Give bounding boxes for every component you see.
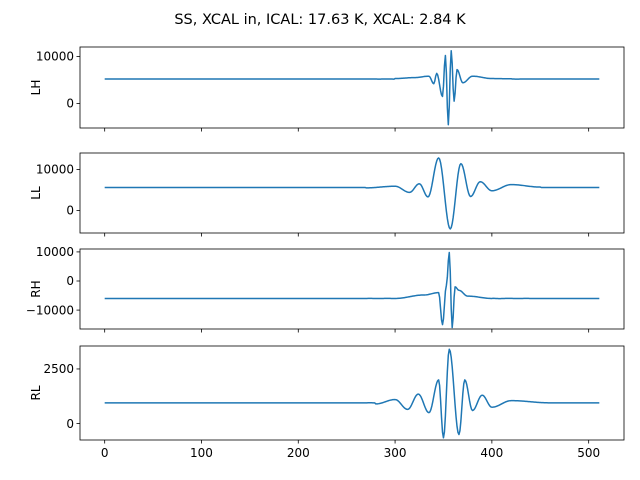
x-tick-label: 100: [190, 446, 213, 460]
x-tick-label: 500: [577, 446, 600, 460]
y-tick-label: 2500: [43, 362, 74, 376]
y-axis-label: LL: [29, 186, 43, 200]
x-tick-label: 0: [101, 446, 109, 460]
y-tick-label: 0: [66, 274, 74, 288]
axes-frame: [79, 345, 625, 441]
y-tick-label: 10000: [36, 50, 74, 64]
y-tick-label: 0: [66, 417, 74, 431]
figure-title: SS, XCAL in, ICAL: 17.63 K, XCAL: 2.84 K: [174, 12, 466, 28]
series-line-rl: [104, 348, 600, 439]
subplot-rh: −10000 0 10000 RH: [26, 245, 625, 333]
x-tick-label: 200: [287, 446, 310, 460]
y-axis-label: LH: [29, 80, 43, 96]
y-tick-label: 10000: [36, 245, 74, 259]
x-tick-label: 300: [384, 446, 407, 460]
axes-frame: [79, 248, 625, 330]
series-line-rh: [104, 251, 600, 329]
subplot-ll: 0 10000 LL: [29, 152, 625, 237]
subplot-lh: 0 10000 LH: [29, 46, 625, 132]
subplot-rl: 0 2500 0 100 200 300 400 500 RL: [29, 345, 625, 460]
y-tick-label: 10000: [36, 163, 74, 177]
series-line-ll: [104, 157, 600, 230]
y-axis-label: RL: [29, 385, 43, 400]
y-axis-label: RH: [29, 280, 43, 297]
x-tick-label: 400: [480, 446, 503, 460]
axes-frame: [79, 46, 625, 129]
series-line-lh: [104, 50, 600, 126]
y-tick-label: −10000: [26, 303, 74, 317]
axes-group: 0 10000 LH 0 10000 LL −10000 0 10000 RH 0 2500 0 100 2…: [26, 46, 625, 460]
axes-frame: [79, 152, 625, 234]
y-tick-label: 0: [66, 97, 74, 111]
y-tick-label: 0: [66, 204, 74, 218]
